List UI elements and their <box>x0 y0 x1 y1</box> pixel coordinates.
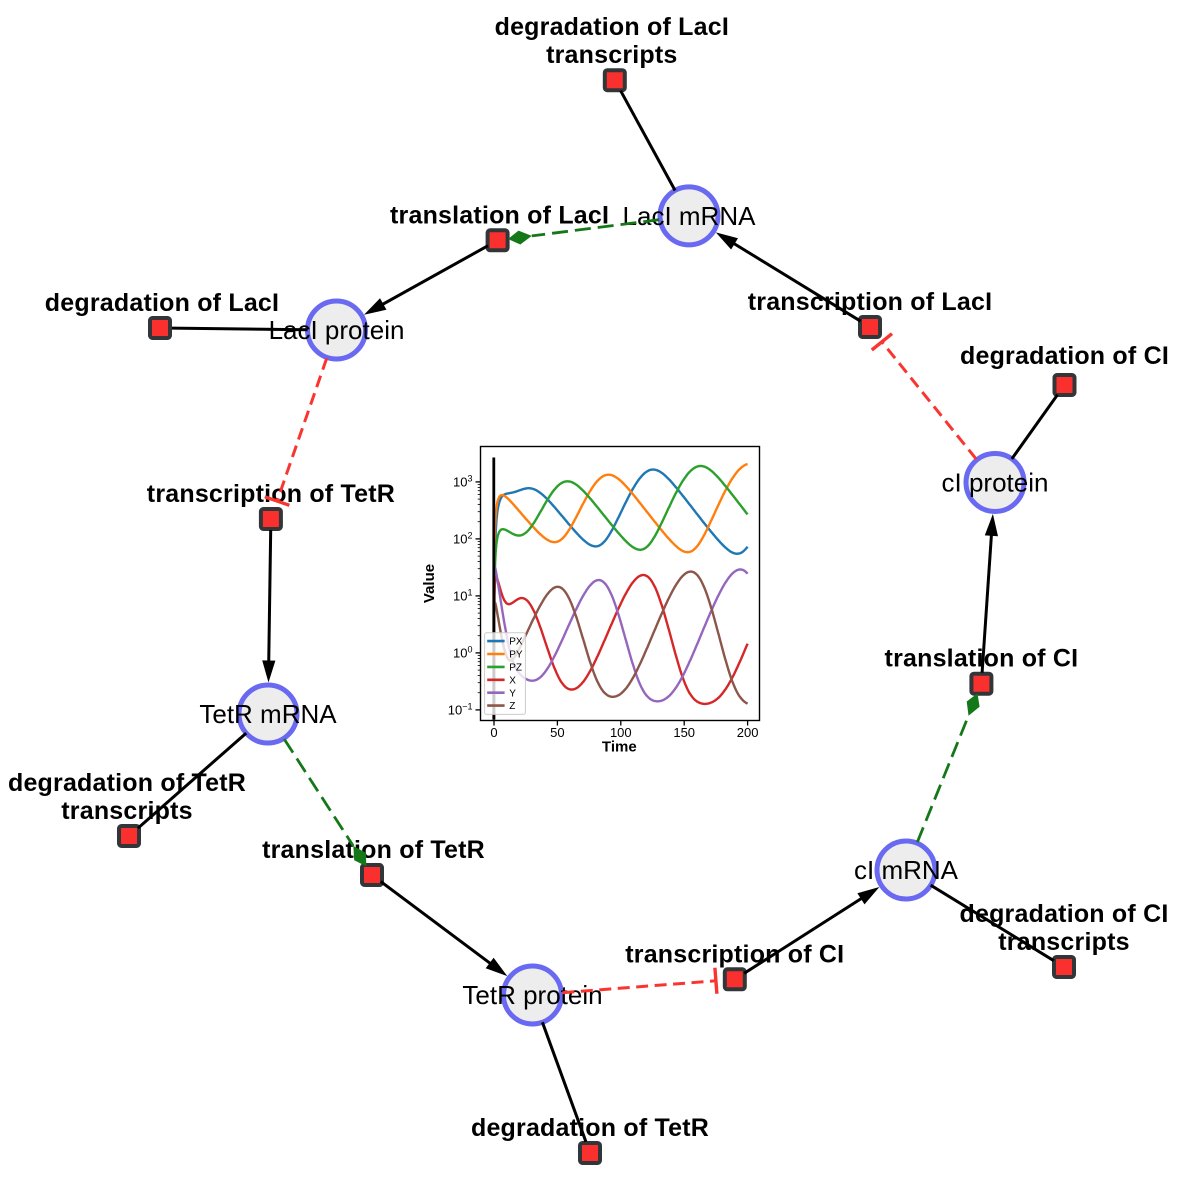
svg-text:TetR mRNA: TetR mRNA <box>199 699 337 729</box>
svg-text:PZ: PZ <box>509 663 522 674</box>
svg-text:200: 200 <box>737 725 759 740</box>
svg-text:translation of LacI: translation of LacI <box>390 201 609 229</box>
svg-text:transcripts: transcripts <box>998 928 1129 956</box>
svg-text:transcription of CI: transcription of CI <box>625 940 844 968</box>
svg-text:PY: PY <box>509 650 523 661</box>
svg-text:cI mRNA: cI mRNA <box>854 855 959 885</box>
svg-text:150: 150 <box>673 725 695 740</box>
svg-text:transcription of TetR: transcription of TetR <box>147 480 395 508</box>
svg-text:cI protein: cI protein <box>942 468 1049 498</box>
svg-text:degradation of LacI: degradation of LacI <box>45 289 279 317</box>
svg-text:Value: Value <box>421 564 438 603</box>
svg-text:TetR protein: TetR protein <box>462 980 602 1010</box>
svg-text:LacI mRNA: LacI mRNA <box>623 201 757 231</box>
svg-text:PX: PX <box>509 637 523 648</box>
svg-text:degradation of TetR: degradation of TetR <box>471 1114 709 1142</box>
svg-text:transcripts: transcripts <box>61 797 192 825</box>
svg-text:Z: Z <box>509 701 515 712</box>
svg-text:transcription of LacI: transcription of LacI <box>748 288 993 316</box>
svg-text:0: 0 <box>490 725 497 740</box>
svg-text:transcripts: transcripts <box>546 41 677 69</box>
svg-text:degradation of LacI: degradation of LacI <box>495 13 729 41</box>
svg-text:100: 100 <box>610 725 632 740</box>
svg-text:50: 50 <box>550 725 564 740</box>
svg-text:translation of TetR: translation of TetR <box>262 836 485 864</box>
svg-text:degradation of TetR: degradation of TetR <box>8 769 246 797</box>
svg-text:X: X <box>509 675 516 686</box>
svg-text:Time: Time <box>602 739 637 756</box>
svg-text:degradation of CI: degradation of CI <box>960 342 1169 370</box>
svg-text:Y: Y <box>509 688 516 699</box>
